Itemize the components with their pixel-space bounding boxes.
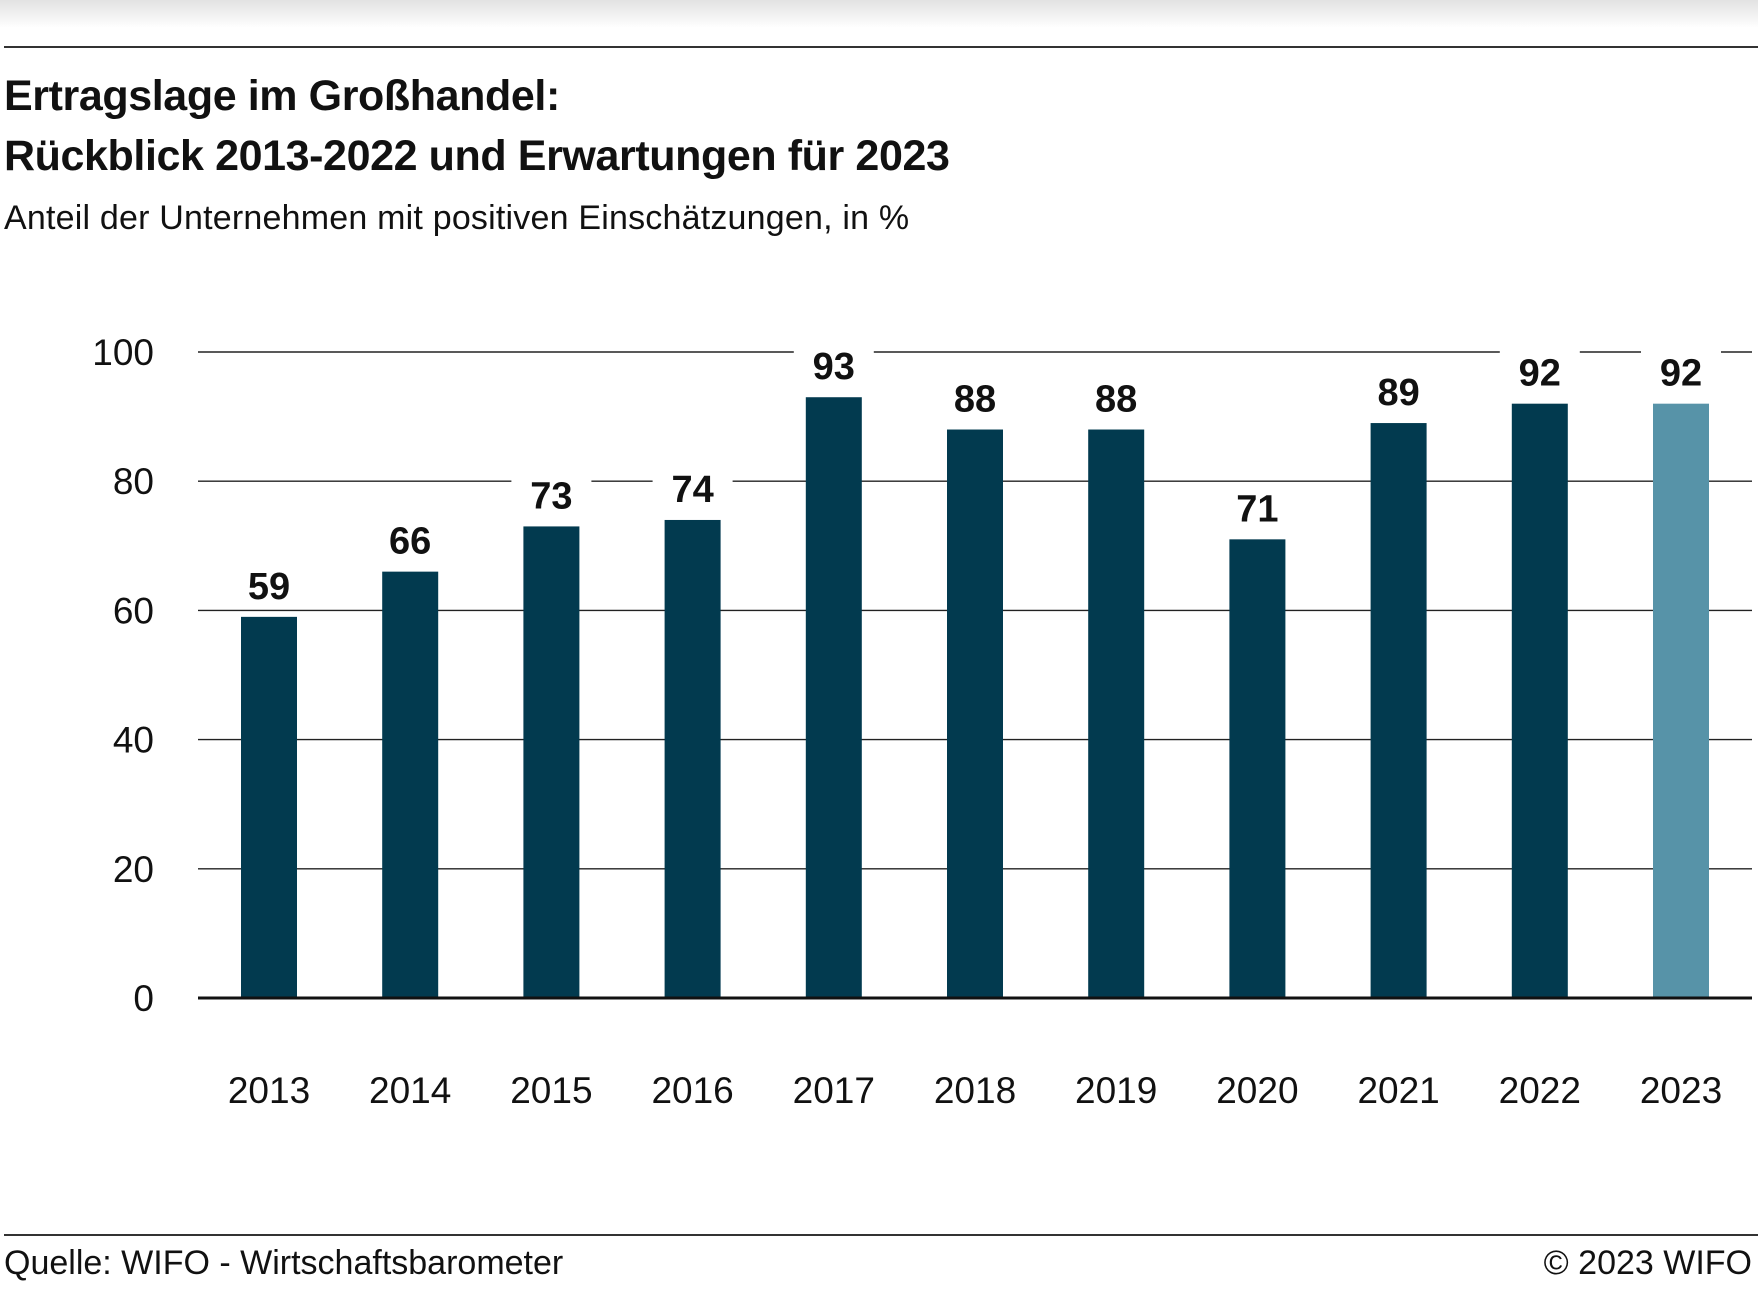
data-label-2013: 59 [248, 566, 290, 608]
bars [241, 397, 1709, 999]
data-label-2020: 71 [1236, 488, 1278, 530]
x-tick-label-2018: 2018 [934, 1070, 1016, 1111]
data-label-2014: 66 [389, 521, 431, 563]
x-tick-label-2020: 2020 [1216, 1070, 1298, 1111]
y-tick-label-40: 40 [113, 720, 154, 761]
top-shade [0, 0, 1758, 28]
data-label-backdrop-2013 [229, 560, 309, 605]
x-tick-label-2022: 2022 [1499, 1070, 1581, 1111]
x-tick-label-2013: 2013 [228, 1070, 310, 1111]
data-label-backdrop-2023 [1641, 347, 1721, 392]
data-label-2016: 74 [671, 469, 713, 511]
bar-chart: 59 66 73 74 93 88 88 71 89 92 92 0 20 40 60 80 100 2013… [92, 332, 1752, 1111]
data-label-2021: 89 [1377, 372, 1419, 414]
y-tick-label-80: 80 [113, 461, 154, 502]
x-axis-tick-labels: 2013 2014 2015 2016 2017 2018 2019 2020 2021 2022… [228, 1070, 1722, 1111]
data-label-2017: 93 [813, 346, 855, 388]
bar-2016 [664, 519, 721, 998]
copyright-note: © 2023 WIFO [1543, 1244, 1752, 1282]
chart-title-line-1: Ertragslage im Großhandel: [4, 72, 560, 120]
data-label-backdrop-2018 [935, 373, 1015, 418]
bar-2020 [1229, 539, 1286, 998]
bar-2013 [241, 616, 297, 998]
x-tick-label-2015: 2015 [510, 1070, 592, 1111]
bottom-rule [4, 1234, 1758, 1236]
data-label-2015: 73 [530, 475, 572, 517]
x-tick-label-2014: 2014 [369, 1070, 451, 1111]
bar-2021 [1370, 423, 1427, 998]
x-tick-label-2021: 2021 [1357, 1070, 1439, 1111]
data-label-backdrop-2014 [370, 515, 451, 560]
y-tick-label-0: 0 [133, 978, 154, 1019]
data-label-backdrop-2017 [793, 341, 874, 386]
data-label-backdrop-2015 [511, 470, 592, 515]
bar-2023 [1653, 403, 1709, 998]
x-tick-label-2019: 2019 [1075, 1070, 1157, 1111]
data-label-backdrop-2022 [1499, 347, 1580, 392]
data-label-backdrop-2021 [1358, 367, 1439, 412]
data-label-2022: 92 [1519, 353, 1561, 395]
y-axis-tick-labels: 0 20 40 60 80 100 [92, 332, 154, 1019]
data-label-backdrop-2020 [1217, 483, 1298, 528]
x-tick-label-2017: 2017 [793, 1070, 875, 1111]
bar-2018 [947, 429, 1003, 998]
y-tick-label-20: 20 [113, 849, 154, 890]
x-tick-label-2016: 2016 [651, 1070, 733, 1111]
data-label-2023: 92 [1660, 353, 1702, 395]
y-tick-label-100: 100 [92, 332, 154, 373]
source-note: Quelle: WIFO - Wirtschaftsbarometer [4, 1244, 564, 1282]
data-label-backdrop-2016 [652, 463, 733, 508]
chart-title-line-2: Rückblick 2013-2022 und Erwartungen für … [4, 132, 950, 180]
y-tick-label-60: 60 [113, 590, 154, 631]
bar-2019 [1088, 429, 1145, 998]
data-label-2018: 88 [954, 379, 996, 421]
x-tick-label-2023: 2023 [1640, 1070, 1722, 1111]
bar-2022 [1511, 403, 1568, 998]
data-label-backdrop-2019 [1076, 373, 1157, 418]
bar-2015 [523, 526, 580, 998]
bar-2014 [382, 571, 439, 998]
data-labels: 59 66 73 74 93 88 88 71 89 92 92 [229, 341, 1721, 608]
chart-subtitle: Anteil der Unternehmen mit positiven Ein… [4, 199, 910, 237]
top-rule [4, 46, 1758, 48]
bar-2017 [805, 397, 862, 999]
data-label-2019: 88 [1095, 379, 1137, 421]
